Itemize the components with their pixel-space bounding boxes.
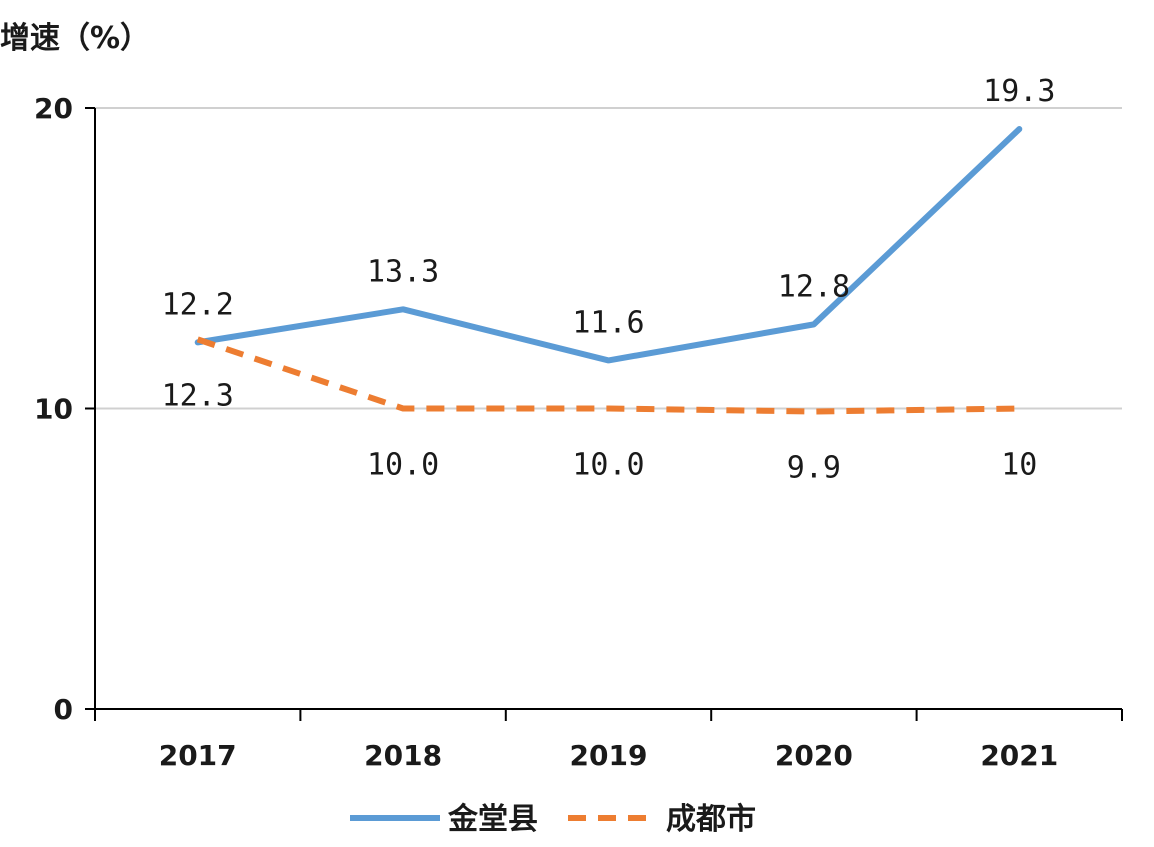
series-line-1 bbox=[196, 336, 1020, 415]
x-tick-label: 2017 bbox=[159, 739, 237, 772]
legend-label: 成都市 bbox=[666, 802, 756, 837]
data-label: 13.3 bbox=[367, 254, 439, 289]
gridlines bbox=[95, 107, 1122, 410]
data-label: 10 bbox=[1001, 448, 1037, 483]
data-label: 12.2 bbox=[162, 287, 234, 322]
legend-label: 金堂县 bbox=[447, 802, 538, 837]
series-line-0 bbox=[194, 126, 1023, 364]
y-tick-label: 20 bbox=[34, 92, 73, 125]
data-label: 10.0 bbox=[572, 448, 644, 483]
data-labels: 12.2 13.3 11.6 12.8 19.3 12.3 10.0 10.0 9.9 10 bbox=[162, 74, 1056, 485]
data-label: 10.0 bbox=[367, 448, 439, 483]
data-label: 9.9 bbox=[787, 451, 841, 486]
axes: 0 10 20 2017 2018 2019 2020 2021 bbox=[34, 92, 1123, 772]
data-label: 12.8 bbox=[778, 269, 850, 304]
series-lines bbox=[194, 126, 1023, 415]
y-axis-title: 增速（%） bbox=[0, 21, 150, 56]
data-label: 11.6 bbox=[572, 305, 644, 340]
legend: 金堂县 成都市 bbox=[350, 802, 756, 837]
data-label: 19.3 bbox=[983, 74, 1055, 109]
x-tick-label: 2021 bbox=[980, 739, 1058, 772]
x-tick-label: 2018 bbox=[364, 739, 442, 772]
x-tick-label: 2020 bbox=[775, 739, 853, 772]
data-label: 12.3 bbox=[162, 378, 234, 413]
y-tick-label: 0 bbox=[54, 693, 73, 726]
x-tick-label: 2019 bbox=[570, 739, 648, 772]
y-tick-label: 10 bbox=[34, 393, 73, 426]
